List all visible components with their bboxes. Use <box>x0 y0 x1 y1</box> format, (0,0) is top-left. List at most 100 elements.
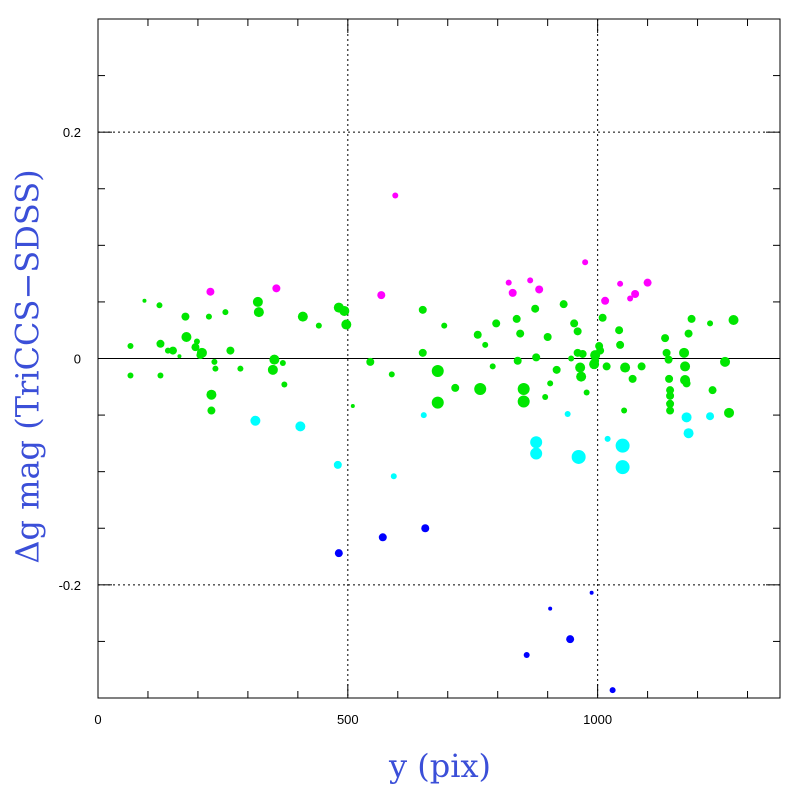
green-point <box>707 320 714 327</box>
magenta-point <box>631 289 640 298</box>
green-point <box>267 364 278 375</box>
blue-point <box>378 533 387 542</box>
green-point <box>142 298 147 303</box>
green-point <box>482 341 489 348</box>
green-point <box>666 391 675 400</box>
cyan-point <box>615 438 630 453</box>
magenta-point <box>527 277 534 284</box>
green-point <box>492 319 501 328</box>
green-point <box>532 353 541 362</box>
green-point <box>637 362 646 371</box>
magenta-point <box>601 296 610 305</box>
x-tick-label: 1000 <box>583 712 612 727</box>
x-axis-label: y (pix) <box>388 747 491 785</box>
magenta-point <box>617 280 624 287</box>
green-point <box>473 330 482 339</box>
green-point <box>339 305 350 316</box>
green-point <box>516 329 525 338</box>
green-point <box>576 371 587 382</box>
green-point <box>666 386 675 395</box>
green-point <box>620 362 631 373</box>
y-tick-label: 0 <box>74 352 81 367</box>
cyan-point <box>420 412 427 419</box>
green-point <box>679 347 690 358</box>
green-point <box>680 361 691 372</box>
green-point <box>596 346 605 355</box>
data-points <box>127 192 739 694</box>
green-point <box>281 381 288 388</box>
green-point <box>621 407 628 414</box>
green-point <box>206 389 217 400</box>
green-point <box>168 346 177 355</box>
cyan-point <box>295 421 306 432</box>
axis-ticks <box>97 18 780 699</box>
green-point <box>222 309 229 316</box>
green-point <box>517 383 530 396</box>
green-point <box>226 346 235 355</box>
magenta-point <box>643 278 652 287</box>
magenta-point <box>505 279 512 286</box>
green-point <box>177 354 182 359</box>
green-point <box>543 332 552 341</box>
green-point <box>575 362 586 373</box>
magenta-point <box>206 287 215 296</box>
green-point <box>708 386 717 395</box>
blue-point <box>609 687 616 694</box>
green-point <box>552 365 561 374</box>
blue-point <box>421 524 430 533</box>
cyan-point <box>604 435 611 442</box>
green-point <box>687 314 696 323</box>
green-point <box>664 355 673 364</box>
green-point <box>181 331 192 342</box>
green-point <box>388 371 395 378</box>
cyan-point <box>530 436 543 449</box>
blue-point <box>523 651 530 658</box>
green-point <box>181 312 190 321</box>
cyan-point <box>390 473 397 480</box>
green-point <box>207 406 216 415</box>
blue-point <box>589 590 594 595</box>
green-point <box>237 365 244 372</box>
magenta-point <box>535 285 544 294</box>
cyan-point <box>250 415 261 426</box>
green-point <box>720 356 731 367</box>
green-point <box>568 355 575 362</box>
green-point <box>269 354 280 365</box>
green-point <box>616 340 625 349</box>
green-point <box>279 360 286 367</box>
magenta-point <box>272 284 281 293</box>
tick-labels: 0 500 1000 -0.2 0 0.2 <box>59 125 613 727</box>
green-point <box>193 338 200 345</box>
green-point <box>602 362 611 371</box>
green-point <box>474 383 487 396</box>
green-point <box>157 372 164 379</box>
green-point <box>583 389 590 396</box>
green-point <box>684 329 693 338</box>
cyan-point <box>530 447 543 460</box>
y-tick-label: -0.2 <box>59 578 81 593</box>
green-point <box>578 349 587 358</box>
green-point <box>441 322 448 329</box>
cyan-point <box>706 412 715 421</box>
green-point <box>212 365 219 372</box>
cyan-point <box>571 449 586 464</box>
green-point <box>547 380 554 387</box>
green-point <box>628 374 637 383</box>
green-point <box>350 404 355 409</box>
green-point <box>211 358 218 365</box>
green-point <box>127 343 134 350</box>
green-point <box>531 304 540 313</box>
green-point <box>615 326 624 335</box>
green-point <box>517 395 530 408</box>
blue-point <box>548 606 553 611</box>
green-point <box>297 311 308 322</box>
green-point <box>559 300 568 309</box>
cyan-point <box>564 410 571 417</box>
green-point <box>418 305 427 314</box>
green-point <box>191 343 200 352</box>
green-point <box>127 372 134 379</box>
green-point <box>570 319 579 328</box>
magenta-point <box>582 259 589 266</box>
